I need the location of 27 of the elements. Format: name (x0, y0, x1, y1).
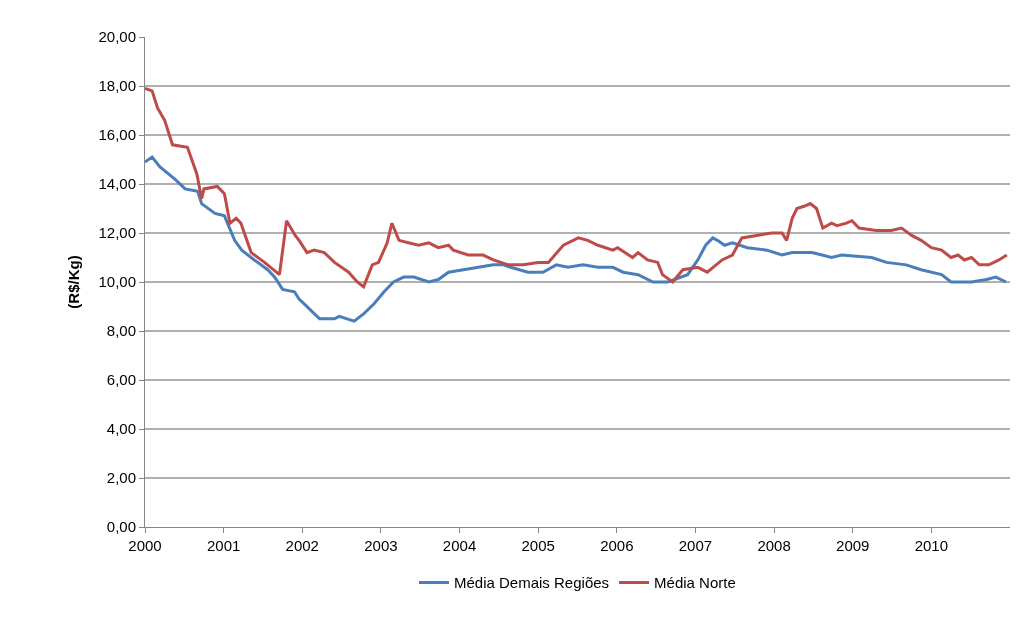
y-tick-label: 8,00 (106, 322, 136, 340)
y-tick-label: 10,00 (98, 273, 136, 291)
x-tick-label: 2006 (600, 537, 634, 554)
y-axis-title: (R$/Kg) (64, 255, 82, 309)
line-series (145, 86, 1009, 289)
x-tick-label: 2001 (206, 537, 241, 554)
x-tick-label: 2008 (757, 537, 791, 554)
x-tick-label: 2003 (364, 537, 398, 554)
x-tick-label: 2002 (285, 537, 319, 554)
y-tick-label: 2,00 (106, 469, 136, 487)
x-tick-label: 2007 (678, 537, 713, 554)
legend-label: Média Demais Regiões (454, 574, 610, 592)
y-tick-label: 12,00 (98, 224, 136, 242)
x-tick-label: 2009 (836, 537, 870, 554)
y-tick-label: 6,00 (106, 371, 136, 389)
x-tick-label: 2000 (128, 537, 162, 554)
legend-label: Média Norte (654, 574, 736, 592)
y-tick-label: 14,00 (98, 175, 136, 193)
x-tick-label: 2004 (442, 537, 477, 554)
y-tick-label: 16,00 (98, 126, 136, 144)
y-tick-label: 0,00 (106, 518, 136, 536)
line-series (145, 155, 1008, 323)
x-tick-label: 2005 (521, 537, 555, 554)
y-tick-label: 4,00 (106, 420, 136, 438)
x-tick-label: 2010 (914, 537, 949, 554)
y-tick-label: 20,00 (98, 28, 136, 46)
y-tick-label: 18,00 (98, 77, 136, 95)
